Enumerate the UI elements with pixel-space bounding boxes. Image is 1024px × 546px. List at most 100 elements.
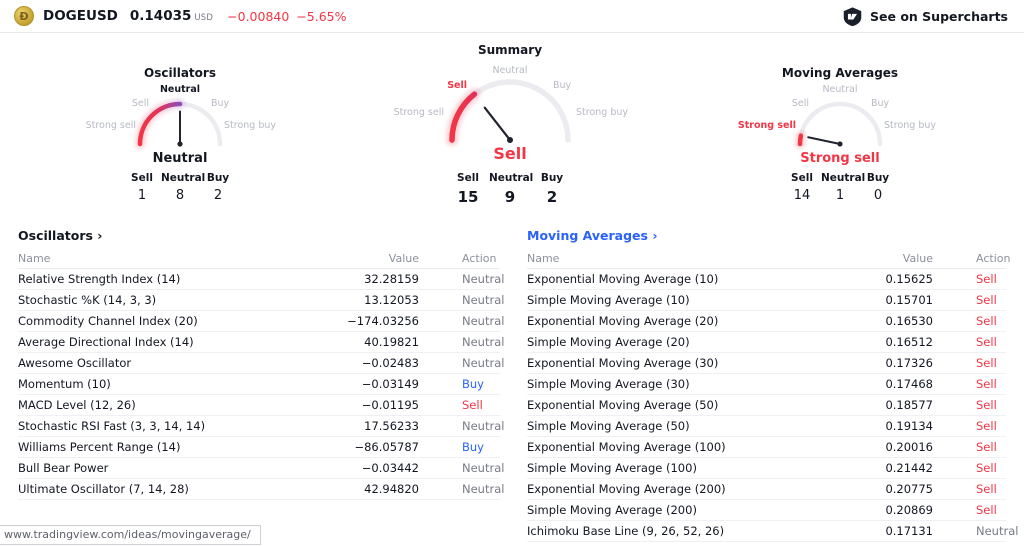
indicator-name: Ichimoku Base Line (9, 26, 52, 26)	[527, 524, 725, 538]
oscillators-verdict: Neutral	[152, 151, 208, 166]
indicator-name: Simple Moving Average (50)	[527, 419, 690, 433]
indicator-action: Sell	[976, 461, 997, 475]
indicator-name: Commodity Channel Index (20)	[18, 314, 198, 328]
indicator-value: 0.17326	[885, 356, 933, 370]
scale-strong-buy-label: Strong buy	[884, 120, 937, 131]
symbol-header: Ð DOGEUSD 0.14035 USD −0.00840 −5.65% Se…	[0, 0, 1024, 33]
indicator-name: Exponential Moving Average (20)	[527, 314, 719, 328]
sell-count-label: Sell	[131, 172, 153, 184]
see-on-supercharts-button[interactable]: See on Supercharts	[842, 6, 1008, 27]
gauge-needle	[483, 106, 513, 143]
oscillators-dial: Strong sell Sell Neutral Buy Strong buy	[30, 82, 330, 152]
indicator-name: Bull Bear Power	[18, 461, 109, 475]
buy-count-label: Buy	[540, 172, 564, 184]
moving-averages-table-title-link[interactable]: Moving Averages ›	[527, 228, 658, 243]
neutral-count-label: Neutral	[161, 172, 206, 184]
buy-count: Buy 2	[199, 172, 237, 203]
buy-count-label: Buy	[206, 172, 230, 184]
indicator-name: Exponential Moving Average (200)	[527, 482, 726, 496]
indicator-value: 17.56233	[364, 419, 419, 433]
indicator-name: Williams Percent Range (14)	[18, 440, 181, 454]
sell-count: Sell 1	[123, 172, 161, 203]
scale-strong-buy-label: Strong buy	[224, 120, 277, 131]
indicator-action: Sell	[976, 398, 997, 412]
indicator-value: 0.16512	[885, 335, 933, 349]
price-change-percent: −5.65%	[296, 8, 347, 24]
indicator-value: 0.21442	[885, 461, 933, 475]
indicator-value: 0.17131	[885, 524, 933, 538]
indicator-action: Sell	[976, 482, 997, 496]
moving-averages-gauge: Moving Averages St	[690, 33, 990, 223]
gauge-needle	[177, 110, 183, 147]
table-row: Exponential Moving Average (10) 0.15625 Se…	[527, 269, 1006, 290]
scale-buy-label: Buy	[553, 80, 572, 91]
oscillators-counts: Sell 1 Neutral 8 Buy 2	[30, 172, 330, 203]
oscillators-table-header: Name Value Action	[18, 249, 500, 269]
price-change: −0.00840	[227, 8, 290, 24]
neutral-count-label: Neutral	[489, 172, 534, 184]
indicator-name: Ultimate Oscillator (7, 14, 28)	[18, 482, 189, 496]
sell-count-value: 14	[793, 188, 811, 203]
indicator-name: Awesome Oscillator	[18, 356, 132, 370]
indicator-value: −0.02483	[361, 356, 419, 370]
indicator-value: 0.15701	[885, 293, 933, 307]
table-row: Stochastic RSI Fast (3, 3, 14, 14) 17.562…	[18, 416, 504, 437]
summary-verdict: Sell	[493, 144, 527, 163]
indicator-action: Sell	[462, 398, 483, 412]
oscillators-table-title-link[interactable]: Oscillators ›	[18, 228, 103, 243]
indicator-value: 0.18577	[885, 398, 933, 412]
table-row: Ichimoku Base Line (9, 26, 52, 26) 0.1713…	[527, 521, 1018, 542]
indicator-value: −174.03256	[347, 314, 419, 328]
scale-sell-label: Sell	[791, 98, 809, 109]
indicator-name: Simple Moving Average (20)	[527, 335, 690, 349]
indicator-value: −0.01195	[361, 398, 419, 412]
scale-strong-sell-label: Strong sell	[393, 107, 444, 118]
summary-dial: Strong sell Sell Neutral Buy Strong buy	[360, 65, 660, 150]
indicator-action: Neutral	[462, 272, 505, 286]
indicator-value: 0.20869	[885, 503, 933, 517]
table-row: Exponential Moving Average (20) 0.16530 Se…	[527, 311, 1006, 332]
indicator-action: Sell	[976, 314, 997, 328]
sell-count-label: Sell	[457, 172, 479, 184]
column-header-action: Action	[462, 252, 497, 265]
table-row: Commodity Channel Index (20) −174.03256 Ne…	[18, 311, 504, 332]
scale-strong-buy-label: Strong buy	[576, 107, 629, 118]
table-row: Exponential Moving Average (50) 0.18577 Se…	[527, 395, 1006, 416]
moving-averages-counts: Sell 14 Neutral 1 Buy 0	[690, 172, 990, 203]
indicator-value: 13.12053	[364, 293, 419, 307]
indicator-action: Sell	[976, 503, 997, 517]
indicator-name: Exponential Moving Average (50)	[527, 398, 719, 412]
indicator-value: 0.17468	[885, 377, 933, 391]
oscillators-gauge: Oscillators Strong	[30, 33, 330, 223]
indicator-tables-section: Oscillators › Name Value Action Relative…	[0, 223, 1024, 542]
tradingview-logo-icon	[843, 6, 862, 26]
indicator-value: 42.94820	[364, 482, 419, 496]
indicator-value: 0.19134	[885, 419, 933, 433]
buy-count: Buy 0	[859, 172, 897, 203]
moving-averages-table: Moving Averages › Name Value Action Expo…	[527, 223, 1018, 542]
indicator-value: 0.20016	[885, 440, 933, 454]
neutral-count-value: 9	[504, 188, 516, 206]
table-row: Simple Moving Average (50) 0.19134 Sell	[527, 416, 1006, 437]
summary-gauge: Summary Strong sel	[360, 33, 660, 223]
table-row: Simple Moving Average (100) 0.21442 Sell	[527, 458, 1006, 479]
column-header-name: Name	[527, 252, 560, 265]
indicator-action: Neutral	[462, 335, 505, 349]
indicator-action: Buy	[462, 440, 484, 454]
indicator-value: 40.19821	[364, 335, 419, 349]
table-row: Simple Moving Average (30) 0.17468 Sell	[527, 374, 1006, 395]
scale-buy-label: Buy	[871, 98, 890, 109]
indicator-name: Simple Moving Average (100)	[527, 461, 697, 475]
currency-label: USD	[194, 13, 214, 23]
symbol-name: DOGEUSD	[43, 8, 118, 24]
indicator-action: Neutral	[462, 356, 505, 370]
column-header-name: Name	[18, 252, 51, 265]
indicator-name: Relative Strength Index (14)	[18, 272, 181, 286]
sell-count-value: 15	[457, 188, 479, 206]
indicator-action: Sell	[976, 335, 997, 349]
indicator-action: Sell	[976, 419, 997, 433]
neutral-count-value: 8	[175, 188, 185, 203]
indicator-name: Momentum (10)	[18, 377, 111, 391]
moving-averages-table-header: Name Value Action	[527, 249, 1010, 269]
table-row: Exponential Moving Average (30) 0.17326 Se…	[527, 353, 1006, 374]
